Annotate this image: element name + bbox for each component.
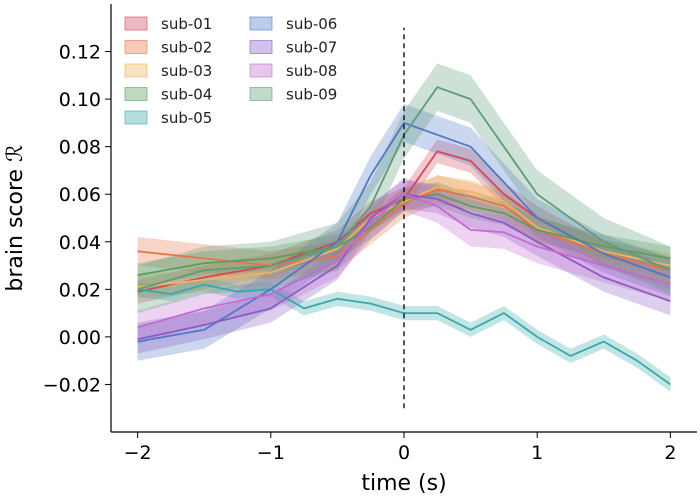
line-sub-03 (137, 186, 671, 288)
y-tick-label: 0.02 (59, 279, 101, 301)
x-axis-label: time (s) (361, 471, 446, 496)
band-sub-09 (137, 63, 671, 314)
legend-label-sub-08: sub-08 (286, 62, 337, 80)
legend-swatch-sub-05 (124, 110, 148, 125)
y-axis-label: brain score ℛ (3, 144, 28, 291)
legend-label-sub-01: sub-01 (161, 15, 212, 33)
legend-label-sub-03: sub-03 (161, 62, 212, 80)
y-tick-label: 0.08 (59, 137, 101, 159)
legend-swatch-sub-06 (249, 16, 273, 31)
y-tick-label: 0.12 (59, 42, 101, 64)
y-tick-label: −0.02 (43, 374, 101, 396)
x-tick-label: 1 (531, 442, 543, 464)
legend-label-sub-06: sub-06 (286, 15, 337, 33)
band-sub-06 (137, 103, 671, 361)
legend-swatch-sub-03 (124, 63, 148, 78)
band-sub-04 (137, 182, 671, 287)
legend-label-sub-09: sub-09 (286, 86, 337, 104)
band-sub-01 (137, 139, 671, 304)
x-tick-label: 0 (398, 442, 410, 464)
legend: sub-01 sub-02 sub-03 sub-04 sub-05 sub-06 sub-… (124, 15, 337, 127)
legend-swatch-sub-04 (124, 87, 148, 101)
line-sub-05 (137, 283, 671, 386)
legend-label-sub-07: sub-07 (286, 39, 337, 57)
line-sub-07 (137, 193, 671, 341)
band-sub-08 (137, 177, 671, 344)
line-sub-08 (137, 193, 671, 329)
x-ticks: −2 −1 0 1 2 (124, 432, 676, 464)
y-tick-label: 0.10 (59, 89, 101, 111)
y-tick-label: 0.04 (59, 232, 101, 254)
legend-swatch-sub-01 (124, 16, 148, 31)
legend-label-sub-05: sub-05 (161, 109, 212, 127)
band-sub-03 (137, 175, 671, 299)
x-tick-label: −1 (257, 442, 285, 464)
line-sub-09 (137, 86, 671, 291)
legend-swatch-sub-07 (249, 40, 273, 54)
band-sub-07 (137, 180, 671, 354)
y-tick-label: 0.00 (59, 327, 101, 349)
band-sub-02 (137, 175, 671, 285)
series-lines (137, 86, 671, 386)
legend-swatch-sub-09 (249, 87, 273, 101)
x-tick-label: 2 (664, 442, 676, 464)
legend-label-sub-02: sub-02 (161, 39, 212, 57)
x-tick-label: −2 (124, 442, 152, 464)
legend-label-sub-04: sub-04 (161, 86, 212, 104)
legend-swatch-sub-08 (249, 63, 273, 78)
legend-swatch-sub-02 (124, 40, 148, 54)
y-ticks: −0.02 0.00 0.02 0.04 0.06 0.08 0.10 0.12 (43, 42, 111, 396)
y-tick-label: 0.06 (59, 184, 101, 206)
